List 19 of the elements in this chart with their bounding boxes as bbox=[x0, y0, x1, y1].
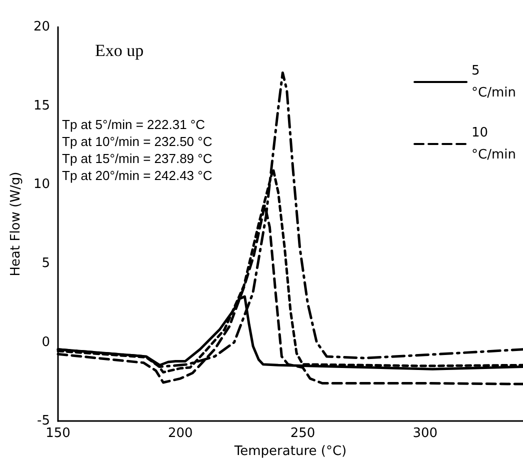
y-tick-label: 15 bbox=[33, 98, 50, 114]
annotation: Tp at 5°/min = 222.31 °C bbox=[62, 117, 205, 132]
y-axis-title: Heat Flow (W/g) bbox=[8, 172, 24, 276]
y-tick-label: -5 bbox=[37, 414, 50, 429]
x-tick-label: 300 bbox=[412, 426, 438, 442]
x-tick-label: 150 bbox=[46, 426, 70, 442]
x-axis-title: Temperature (°C) bbox=[233, 444, 347, 459]
legend-label: 5 °C/min bbox=[472, 64, 516, 100]
annotation: Tp at 15°/min = 237.89 °C bbox=[62, 151, 212, 166]
x-tick-label: 250 bbox=[290, 426, 316, 442]
y-tick-label: 0 bbox=[42, 334, 50, 350]
annotation: Tp at 10°/min = 232.50 °C bbox=[62, 134, 212, 149]
y-tick-label: 20 bbox=[33, 20, 50, 34]
y-tick-label: 5 bbox=[42, 256, 50, 271]
x-tick-label: 200 bbox=[168, 426, 193, 442]
annotation: Tp at 20°/min = 242.43 °C bbox=[62, 168, 212, 183]
legend-label: 10 °C/min bbox=[472, 126, 516, 162]
annotation: Exo up bbox=[95, 41, 144, 60]
y-tick-label: 10 bbox=[33, 177, 50, 192]
